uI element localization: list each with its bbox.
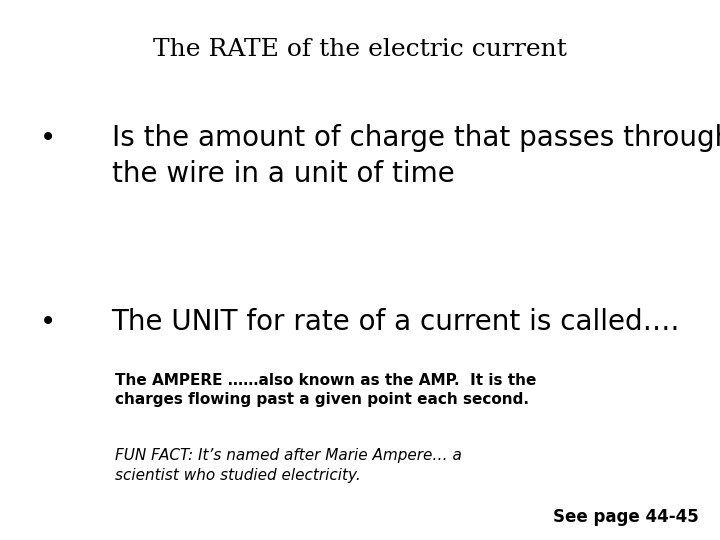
Text: The UNIT for rate of a current is called….: The UNIT for rate of a current is called… [112,308,680,336]
Text: •: • [40,308,56,336]
Text: Is the amount of charge that passes through
the wire in a unit of time: Is the amount of charge that passes thro… [112,124,720,188]
Text: See page 44-45: See page 44-45 [553,508,698,525]
Text: The AMPERE ……also known as the AMP.  It is the
charges flowing past a given poin: The AMPERE ……also known as the AMP. It i… [115,373,536,407]
Text: •: • [40,124,56,152]
Text: FUN FACT: It’s named after Marie Ampere… a
scientist who studied electricity.: FUN FACT: It’s named after Marie Ampere…… [115,448,462,483]
Text: The RATE of the electric current: The RATE of the electric current [153,38,567,61]
